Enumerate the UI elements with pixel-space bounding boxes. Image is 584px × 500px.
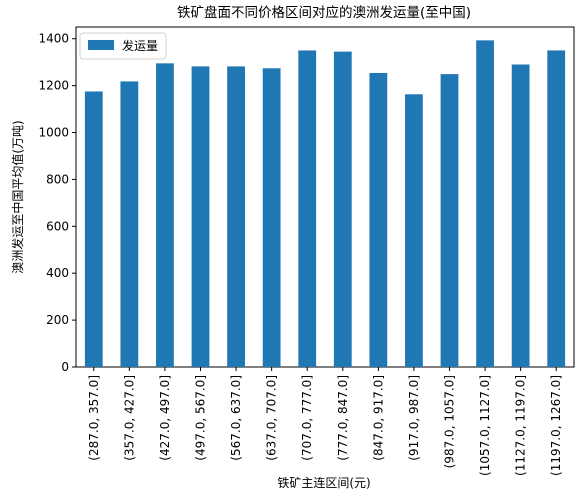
x-tick-label: (1127.0, 1197.0]: [514, 375, 528, 476]
x-tick-label: (497.0, 567.0]: [194, 375, 208, 461]
bars-group: [84, 40, 566, 368]
legend-box: [79, 32, 167, 60]
bar: [191, 66, 210, 368]
x-tick-label: (637.0, 707.0]: [265, 375, 279, 461]
bar: [476, 40, 494, 368]
y-tick-label: 600: [46, 219, 69, 233]
y-tick-label: 1400: [38, 32, 69, 46]
bar: [84, 91, 103, 367]
plot-frame: [75, 26, 575, 368]
bar: [511, 64, 530, 367]
y-tick-label: 1000: [38, 126, 69, 140]
x-tick-label: (777.0, 847.0]: [336, 375, 350, 461]
y-axis-label: 澳洲发运至中国平均值(万吨): [10, 120, 25, 273]
x-tick-label: (357.0, 427.0]: [122, 375, 136, 461]
x-tick-label: (1057.0, 1127.0]: [478, 375, 492, 476]
bar: [333, 51, 352, 367]
chart-title: 铁矿盘面不同价格区间对应的澳洲发运量(至中国): [177, 4, 471, 21]
bar: [440, 74, 459, 367]
bar: [120, 81, 139, 368]
y-tick-label: 1200: [38, 79, 69, 93]
bar: [156, 63, 174, 368]
bar: [405, 94, 423, 367]
y-tick-label: 0: [61, 360, 69, 374]
x-axis-label: 铁矿主连区间(元): [277, 475, 370, 490]
x-tick-label: (847.0, 917.0]: [371, 375, 385, 461]
bar: [369, 72, 388, 367]
legend-swatch: [88, 40, 114, 50]
y-tick-label: 800: [46, 172, 69, 186]
x-tick-label: (567.0, 637.0]: [229, 375, 243, 461]
y-axis: 0 200 400 600 800 1000 1200 1400: [38, 32, 76, 374]
legend-label: 发运量: [122, 38, 158, 53]
x-tick-label: (987.0, 1057.0]: [443, 375, 457, 468]
x-tick-label: (707.0, 777.0]: [300, 375, 314, 461]
y-tick-label: 200: [46, 313, 69, 327]
x-tick-label: (917.0, 987.0]: [407, 375, 421, 461]
legend: 发运量: [79, 32, 167, 60]
bar: [262, 68, 281, 367]
bar: [298, 50, 317, 368]
x-tick-label: (427.0, 497.0]: [158, 375, 172, 461]
bar: [227, 66, 245, 368]
x-axis: (287.0, 357.0] (357.0, 427.0] (427.0, 497.…: [87, 367, 563, 476]
x-tick-label: (287.0, 357.0]: [87, 375, 101, 461]
x-tick-label: (1197.0, 1267.0]: [549, 375, 563, 476]
y-tick-label: 400: [46, 266, 69, 280]
bar: [547, 50, 566, 368]
